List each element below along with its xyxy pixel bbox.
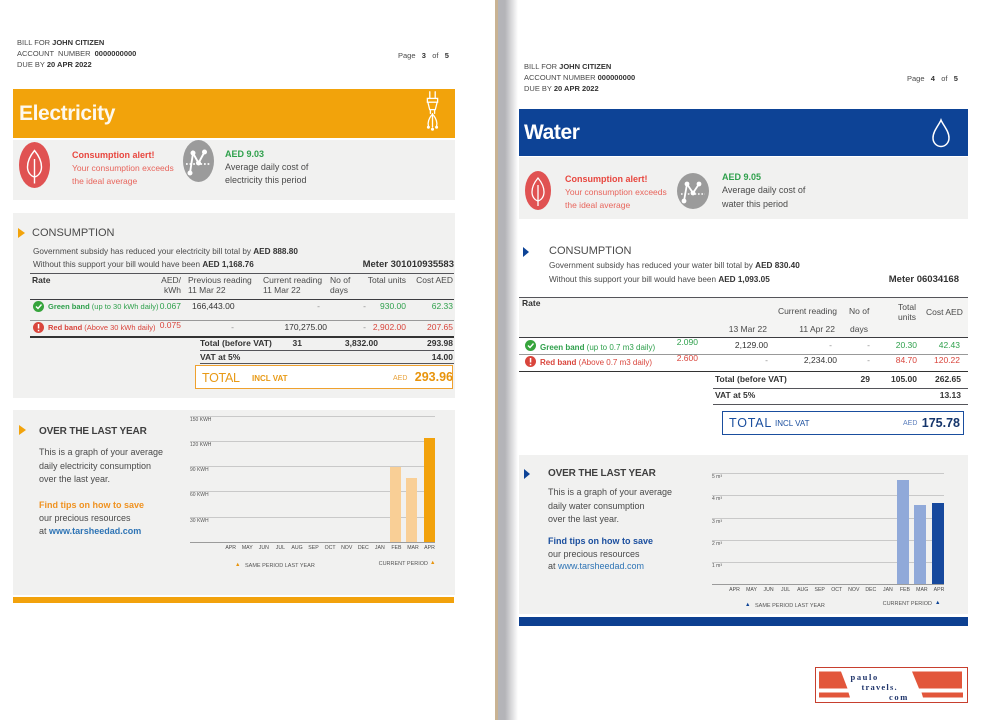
svg-text:travels.: travels. (862, 682, 898, 692)
svg-text:paulo: paulo (851, 672, 879, 682)
svg-text:com: com (889, 692, 909, 702)
